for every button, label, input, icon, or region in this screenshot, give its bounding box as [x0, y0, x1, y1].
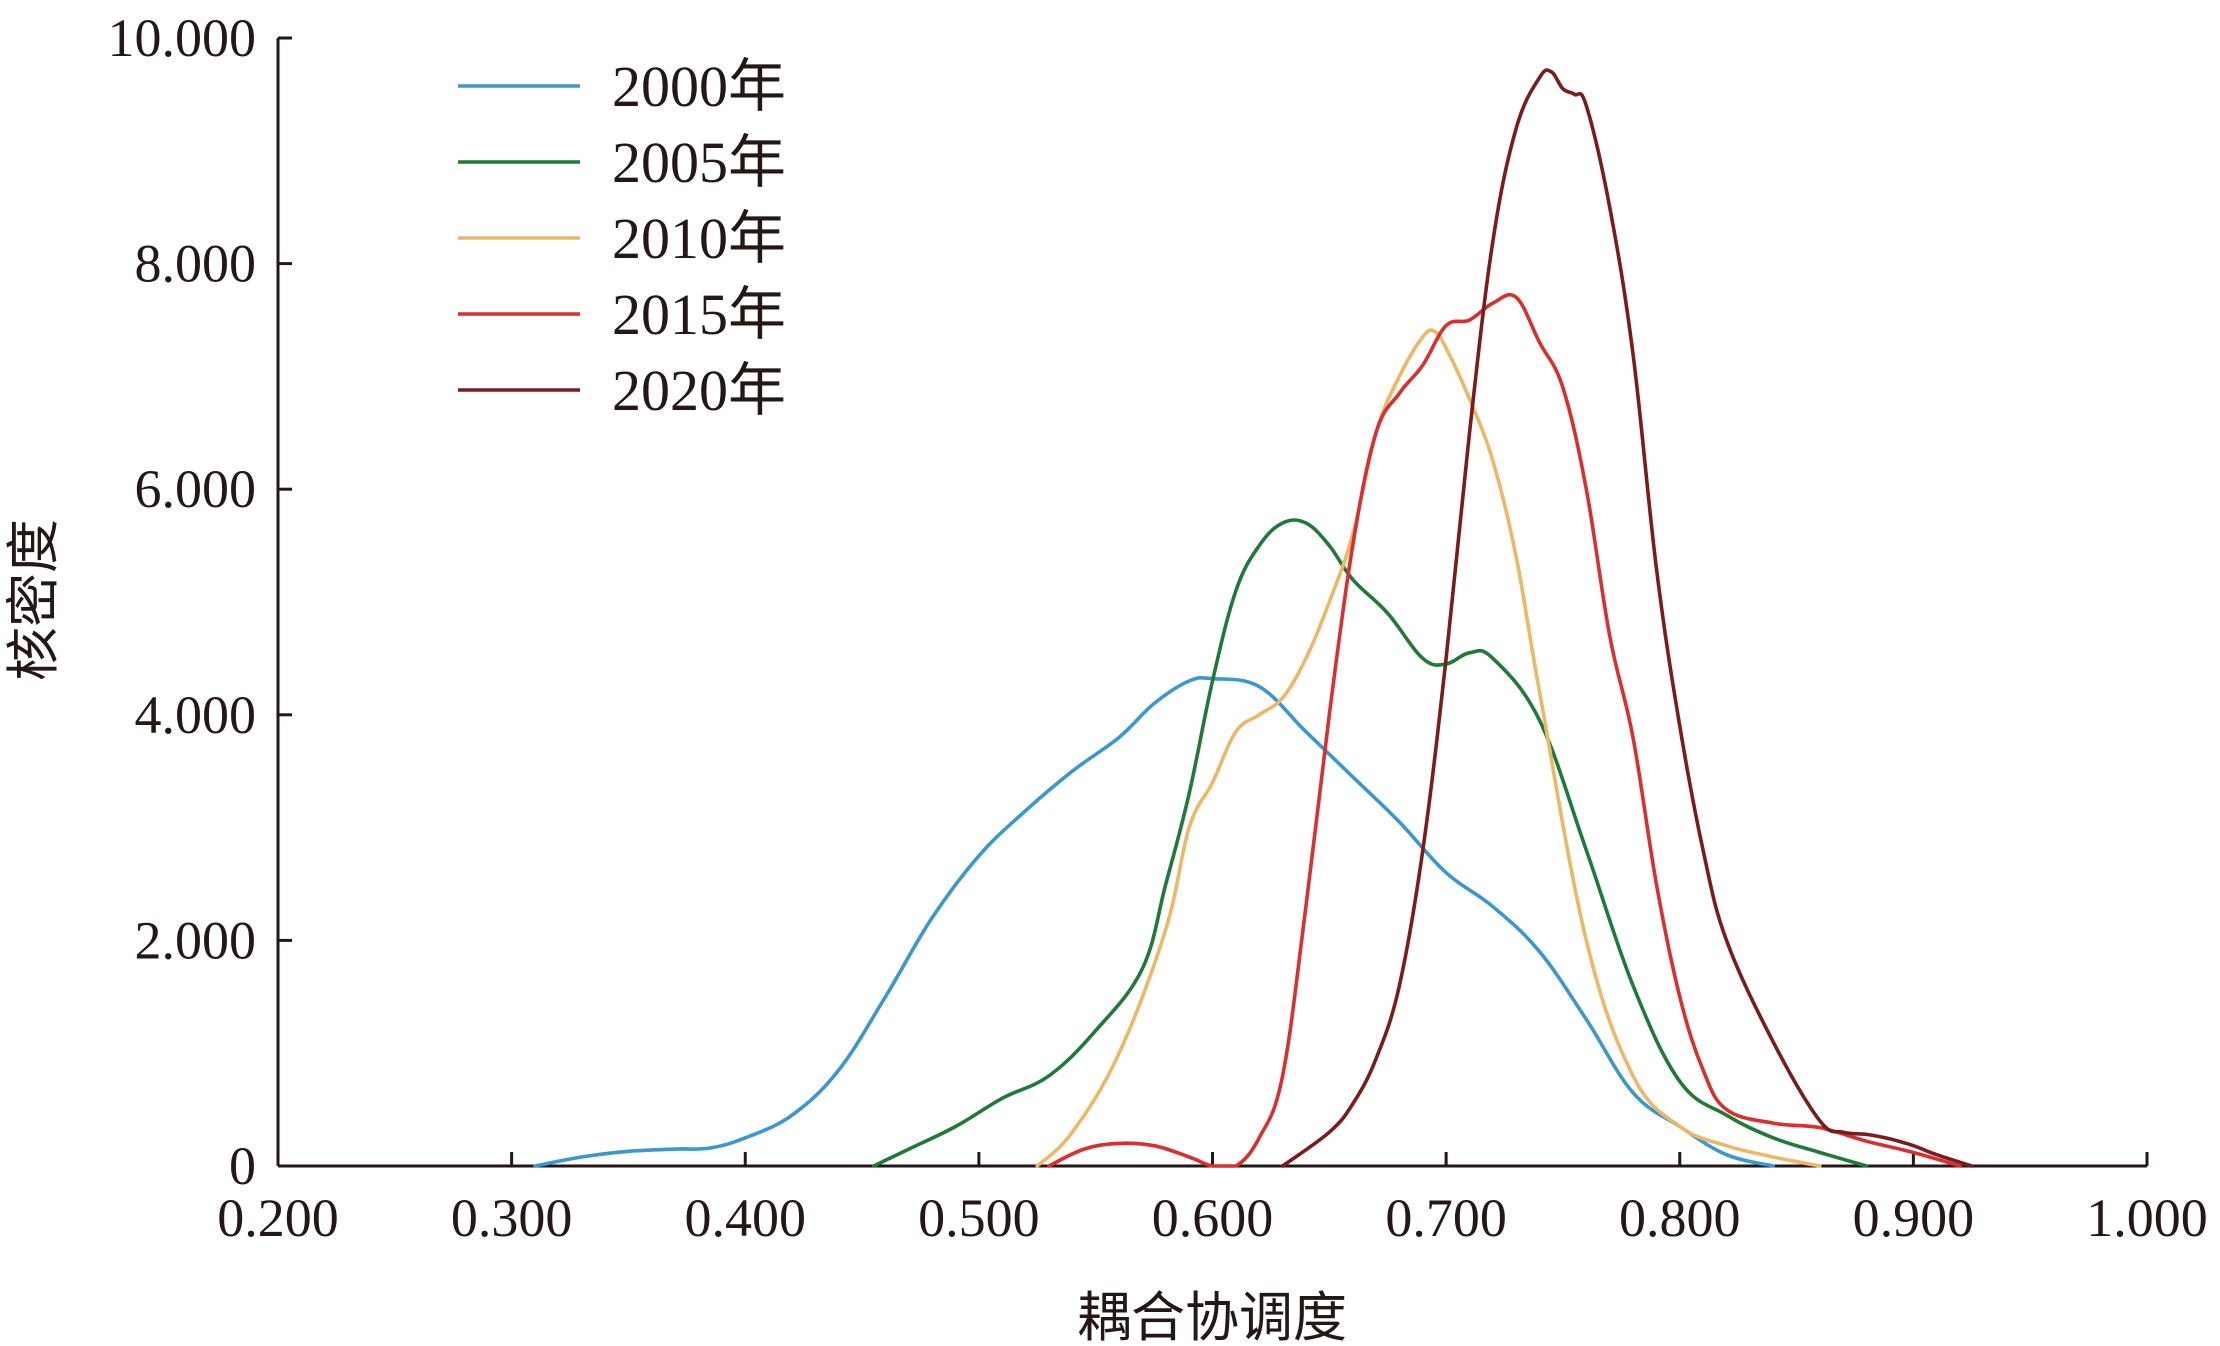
x-tick-label: 0.900	[1853, 1188, 1975, 1248]
x-tick-label: 0.600	[1152, 1188, 1274, 1248]
x-axis-title: 耦合协调度	[1077, 1286, 1347, 1346]
y-tick-label: 8.000	[135, 234, 257, 294]
y-tick-label: 4.000	[135, 685, 257, 745]
x-tick-label: 0.300	[451, 1188, 573, 1248]
x-tick-label: 0.700	[1385, 1188, 1507, 1248]
x-tick-label: 0.200	[217, 1188, 339, 1248]
legend-label-2: 2010年	[612, 206, 786, 271]
x-tick-label: 0.800	[1619, 1188, 1741, 1248]
series-line-0	[533, 675, 1775, 1168]
y-tick-label: 0	[229, 1136, 256, 1196]
x-ticks: 0.200 0.300 0.400 0.500 0.600 0.700 0.800 0.900…	[217, 1152, 2208, 1248]
legend-label-0: 2000年	[612, 54, 786, 119]
y-ticks: 0 2.000 4.000 6.000 8.000 10.000	[108, 8, 292, 1196]
series-line-4	[1280, 68, 1974, 1168]
legend-label-4: 2020年	[612, 358, 786, 423]
y-tick-label: 10.000	[108, 8, 257, 68]
series-lines	[533, 68, 1974, 1168]
x-tick-label: 0.400	[685, 1188, 807, 1248]
series-line-3	[1047, 292, 1962, 1168]
legend-label-3: 2015年	[612, 282, 786, 347]
y-tick-label: 2.000	[135, 910, 257, 970]
y-tick-label: 6.000	[135, 459, 257, 519]
series-line-2	[1035, 328, 1822, 1168]
x-tick-label: 0.500	[918, 1188, 1040, 1248]
axes	[276, 38, 2147, 1168]
series-line-1	[871, 518, 1869, 1168]
x-tick-label: 1.000	[2086, 1188, 2208, 1248]
legend-label-1: 2005年	[612, 130, 786, 195]
y-axis-title: 核密度	[2, 519, 65, 681]
legend: 2000年 2005年 2010年 2015年 2020年	[458, 54, 786, 423]
